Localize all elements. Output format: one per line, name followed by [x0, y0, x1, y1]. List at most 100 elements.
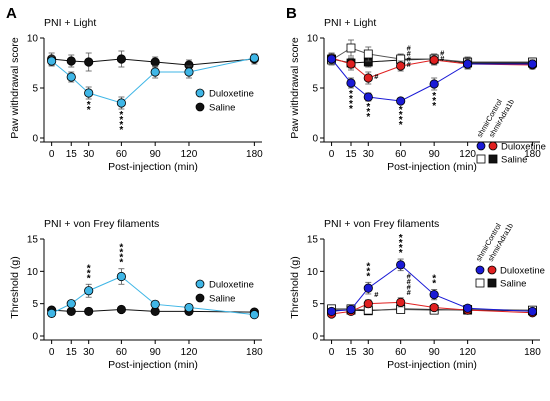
x-tick-label: 60	[116, 149, 128, 160]
panel-label-a: A	[6, 5, 17, 22]
data-point	[84, 57, 94, 67]
significance-mark: #	[440, 49, 445, 58]
legend-a-1: Duloxetine Saline	[195, 280, 254, 305]
significance-mark: *	[366, 266, 370, 277]
significance-mark: *	[432, 273, 436, 284]
significance-mark: #	[407, 271, 412, 280]
legend-label: Saline	[209, 294, 235, 305]
y-axis-label: Paw withdrawal score	[289, 37, 301, 139]
y-tick-label: 10	[27, 267, 39, 278]
x-tick-label: 120	[181, 149, 198, 160]
x-axis-label: Post-injection (min)	[387, 359, 477, 371]
significance-mark: *	[432, 278, 436, 289]
data-point	[527, 306, 538, 317]
series-shmircontrol-duloxetine	[326, 53, 538, 106]
y-tick-label: 5	[312, 299, 318, 310]
significance-mark: *	[119, 253, 123, 264]
x-tick-label: 30	[363, 347, 375, 358]
y-tick-label: 5	[32, 84, 38, 95]
data-point	[463, 303, 473, 313]
data-point	[326, 306, 337, 317]
y-axis-label: Threshold (g)	[289, 256, 301, 318]
significance-mark: *	[349, 94, 353, 105]
x-tick-label: 15	[66, 149, 78, 160]
data-point	[47, 56, 57, 66]
data-point	[47, 308, 57, 318]
y-tick-label: 10	[27, 34, 39, 45]
legend-label: Duloxetine	[501, 142, 546, 153]
chart-panel-a-1: PNI + von Frey filaments 0 5 10 15 0 15 30 60 90 1…	[9, 218, 263, 371]
significance-mark: #	[407, 277, 412, 286]
legend-marker	[195, 88, 205, 98]
significance-mark: #	[407, 288, 412, 297]
data-point	[346, 43, 356, 53]
legend-marker	[476, 154, 486, 164]
significance-mark: *	[349, 89, 353, 100]
data-point	[84, 306, 94, 317]
significance-mark: *	[399, 110, 403, 121]
series-shmiradra1b-duloxetine	[326, 52, 538, 85]
significance-mark: #	[440, 54, 445, 63]
significance-mark: *	[399, 243, 403, 254]
data-point	[363, 49, 373, 59]
series-duloxetine	[47, 53, 259, 110]
x-tick-label: 180	[246, 149, 263, 160]
x-tick-label: 30	[83, 149, 95, 160]
legend-label: Duloxetine	[209, 89, 254, 100]
legend-marker	[487, 278, 497, 288]
x-tick-label: 90	[429, 149, 441, 160]
x-axis-label: Post-injection (min)	[108, 359, 198, 371]
data-point	[363, 299, 373, 309]
x-tick-label: 30	[83, 347, 95, 358]
significance-mark: *	[366, 102, 370, 113]
data-point	[150, 57, 160, 67]
legend-marker	[488, 141, 498, 151]
data-point	[396, 260, 406, 270]
legend-marker	[475, 265, 485, 275]
chart-title: PNI + Light	[324, 17, 376, 29]
y-tick-label: 10	[307, 34, 319, 45]
data-point	[150, 299, 160, 309]
significance-mark: *	[349, 99, 353, 110]
series-shmircontrol-duloxetine	[326, 258, 538, 317]
legend-label: Saline	[500, 279, 526, 290]
y-tick-label: 0	[32, 332, 38, 343]
data-point	[363, 92, 373, 102]
data-point	[184, 67, 194, 77]
data-point	[116, 54, 126, 64]
significance-mark: #	[374, 290, 379, 299]
data-point	[363, 283, 373, 293]
data-point	[527, 59, 538, 69]
significance-mark: *	[399, 238, 403, 249]
significance-mark: *	[119, 120, 123, 131]
x-tick-label: 90	[429, 347, 441, 358]
x-tick-label: 60	[395, 347, 407, 358]
x-tick-label: 90	[150, 347, 162, 358]
significance-mark: #	[407, 60, 412, 69]
x-tick-label: 0	[329, 149, 335, 160]
series-shmiradra1b-duloxetine	[326, 297, 538, 319]
legend-marker	[195, 102, 205, 112]
x-tick-label: 120	[459, 149, 476, 160]
legend-a-0: Duloxetine Saline	[195, 88, 254, 114]
significance-mark: *	[87, 273, 91, 284]
significance-mark: *	[399, 120, 403, 131]
data-point	[84, 286, 94, 296]
data-point	[66, 72, 76, 82]
significance-mark: *	[399, 105, 403, 116]
significance-mark: #	[407, 49, 412, 58]
data-point	[150, 67, 160, 77]
significance-mark: *	[87, 105, 91, 116]
significance-mark: *	[399, 115, 403, 126]
significance-mark: *	[366, 107, 370, 118]
data-point	[396, 61, 406, 71]
data-point	[66, 56, 76, 66]
significance-mark: *	[399, 248, 403, 259]
y-tick-label: 0	[312, 332, 318, 343]
significance-mark: *	[432, 96, 436, 107]
x-tick-label: 30	[363, 149, 375, 160]
series-duloxetine	[47, 268, 259, 320]
data-point	[429, 302, 439, 313]
x-tick-label: 180	[524, 149, 541, 160]
